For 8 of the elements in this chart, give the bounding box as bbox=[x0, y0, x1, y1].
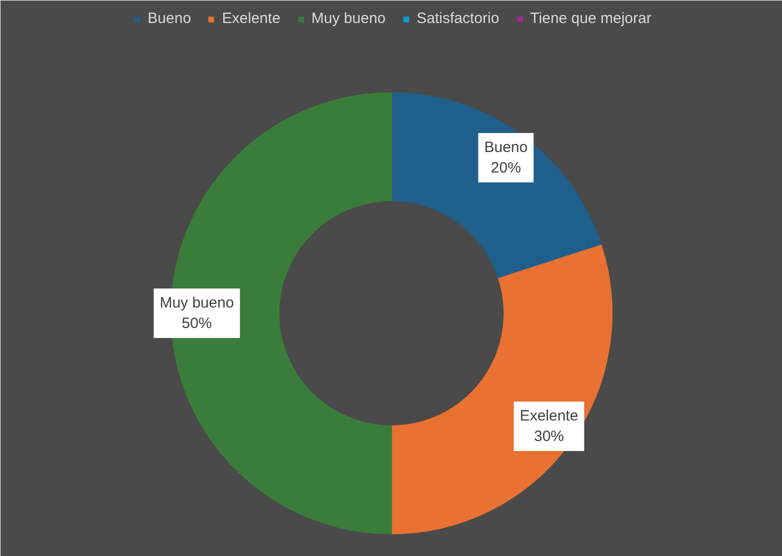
data-label: Muy bueno 50% bbox=[160, 294, 234, 332]
legend-label: Muy bueno bbox=[311, 10, 386, 27]
legend-label: Bueno bbox=[148, 10, 192, 27]
legend-label: Tiene que mejorar bbox=[530, 10, 652, 27]
legend-label: Satisfactorio bbox=[416, 10, 500, 27]
data-label: Exelente 30% bbox=[520, 408, 578, 445]
legend-label: Exelente bbox=[222, 10, 280, 27]
data-label: Bueno 20% bbox=[484, 138, 528, 176]
